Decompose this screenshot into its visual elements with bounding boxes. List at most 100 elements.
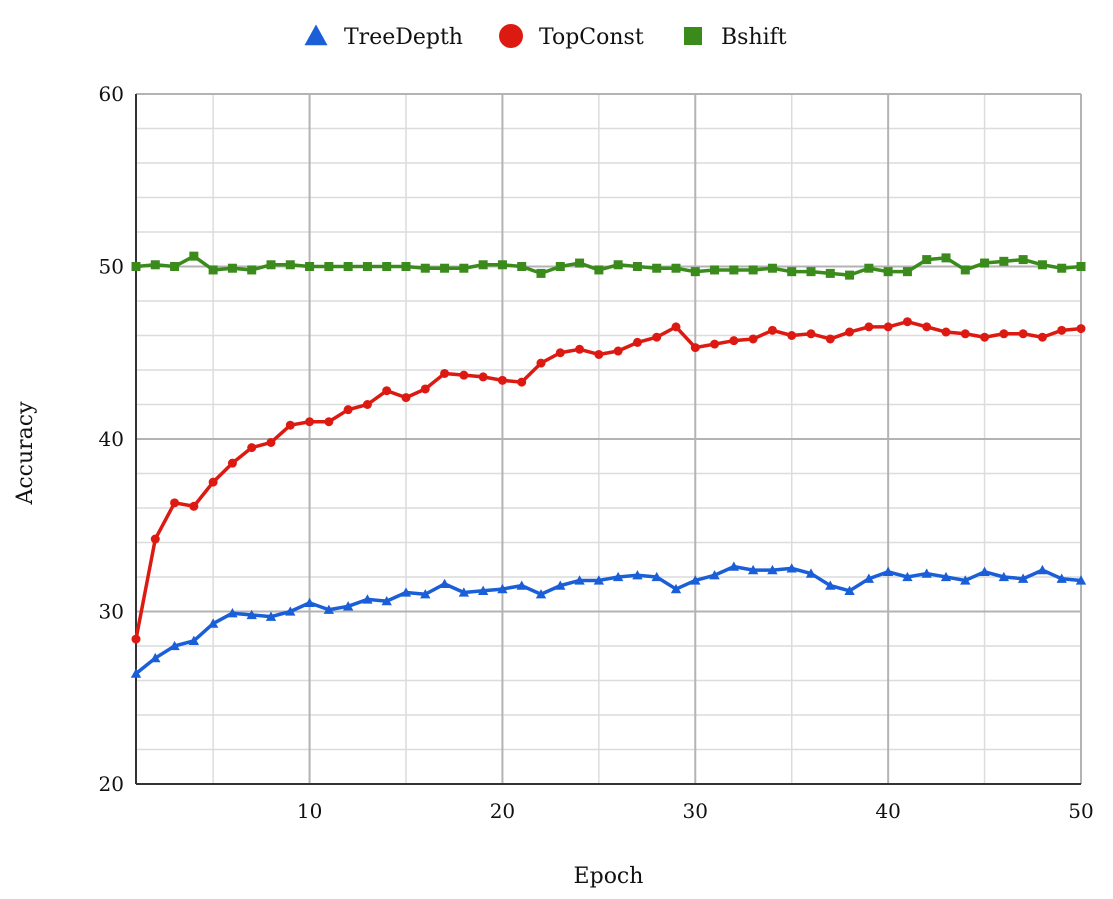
data-point-treedepth — [458, 587, 470, 597]
data-point-bshift — [864, 263, 874, 273]
data-point-topconst — [1076, 324, 1086, 334]
data-point-topconst — [420, 384, 430, 394]
data-point-topconst — [536, 358, 546, 368]
data-point-treedepth — [805, 568, 817, 578]
data-point-topconst — [767, 325, 777, 335]
data-point-bshift — [883, 267, 893, 277]
series-bshift — [131, 251, 1086, 280]
y-tick-label: 30 — [99, 600, 124, 624]
data-point-treedepth — [825, 580, 836, 590]
data-point-bshift — [362, 262, 372, 271]
data-point-topconst — [401, 393, 411, 403]
data-point-bshift — [748, 265, 758, 275]
data-point-bshift — [401, 262, 411, 271]
data-point-topconst — [362, 400, 372, 409]
data-point-treedepth — [979, 566, 990, 576]
data-point-treedepth — [786, 563, 797, 573]
data-point-treedepth — [998, 571, 1010, 582]
data-point-topconst — [555, 348, 565, 358]
data-point-treedepth — [940, 571, 952, 582]
data-point-treedepth — [169, 640, 180, 651]
data-point-treedepth — [342, 601, 354, 611]
data-point-treedepth — [381, 595, 392, 606]
data-point-bshift — [690, 267, 700, 277]
data-point-bshift — [420, 263, 430, 273]
data-point-treedepth — [150, 652, 161, 663]
data-point-bshift — [941, 253, 951, 263]
data-point-treedepth — [420, 589, 431, 599]
data-point-bshift — [613, 260, 623, 270]
data-point-treedepth — [767, 564, 778, 575]
legend-square-icon — [684, 27, 702, 45]
data-point-topconst — [247, 443, 257, 453]
data-point-bshift — [208, 265, 218, 275]
data-point-bshift — [902, 267, 912, 277]
data-point-treedepth — [1017, 573, 1029, 583]
y-tick-label: 60 — [99, 82, 124, 106]
data-point-bshift — [960, 265, 970, 275]
data-point-treedepth — [921, 568, 932, 578]
data-point-topconst — [594, 349, 604, 359]
data-point-topconst — [999, 329, 1009, 339]
data-point-treedepth — [593, 575, 605, 585]
data-point-treedepth — [130, 668, 142, 678]
data-point-treedepth — [362, 594, 373, 604]
data-point-bshift — [671, 263, 681, 273]
data-point-bshift — [787, 267, 797, 277]
data-point-treedepth — [497, 583, 508, 594]
data-point-topconst — [845, 327, 855, 337]
data-point-topconst — [266, 437, 276, 447]
data-point-treedepth — [535, 589, 547, 599]
legend-triangle-icon — [304, 24, 328, 46]
series-line-treedepth — [134, 564, 1082, 675]
data-point-treedepth — [555, 580, 566, 590]
data-point-topconst — [324, 417, 334, 427]
data-point-treedepth — [747, 564, 759, 575]
tick-labels: 20 30 40 50 60 10 20 30 40 50 — [99, 82, 1094, 823]
data-point-bshift — [845, 270, 855, 280]
data-point-topconst — [285, 420, 295, 430]
legend-item-bshift: Bshift — [684, 25, 787, 50]
data-point-bshift — [131, 262, 141, 271]
data-point-topconst — [980, 332, 990, 342]
data-point-topconst — [613, 346, 623, 356]
data-point-topconst — [459, 370, 469, 380]
data-point-bshift — [266, 260, 276, 270]
data-point-bshift — [710, 265, 720, 275]
data-point-treedepth — [632, 570, 643, 580]
data-point-treedepth — [246, 609, 257, 620]
data-point-treedepth — [400, 587, 412, 597]
legend-label-treedepth: TreeDepth — [344, 25, 463, 50]
data-point-topconst — [748, 334, 758, 344]
y-axis-title: Accuracy — [13, 401, 38, 506]
data-point-topconst — [825, 334, 835, 344]
x-axis-title: Epoch — [574, 864, 644, 889]
data-point-bshift — [382, 262, 392, 271]
data-point-bshift — [1037, 260, 1047, 270]
data-point-bshift — [324, 262, 334, 271]
data-point-topconst — [960, 329, 970, 339]
legend-item-topconst: TopConst — [499, 24, 644, 50]
data-point-treedepth — [1075, 575, 1087, 585]
data-point-topconst — [343, 405, 353, 415]
data-point-topconst — [652, 332, 662, 342]
data-point-treedepth — [516, 580, 527, 590]
data-point-topconst — [478, 372, 488, 382]
x-tick-label: 30 — [683, 799, 708, 823]
data-point-topconst — [170, 498, 180, 508]
data-point-treedepth — [477, 585, 489, 595]
data-point-treedepth — [690, 575, 701, 585]
data-point-topconst — [710, 339, 720, 349]
data-point-bshift — [806, 267, 816, 277]
data-point-bshift — [652, 263, 662, 273]
data-point-bshift — [247, 265, 257, 275]
data-point-treedepth — [844, 585, 855, 595]
data-point-bshift — [170, 262, 180, 271]
data-point-bshift — [825, 268, 835, 278]
data-point-topconst — [902, 317, 912, 327]
data-point-bshift — [575, 258, 585, 268]
data-point-topconst — [497, 375, 507, 385]
data-point-bshift — [517, 262, 527, 271]
data-point-bshift — [343, 262, 353, 271]
